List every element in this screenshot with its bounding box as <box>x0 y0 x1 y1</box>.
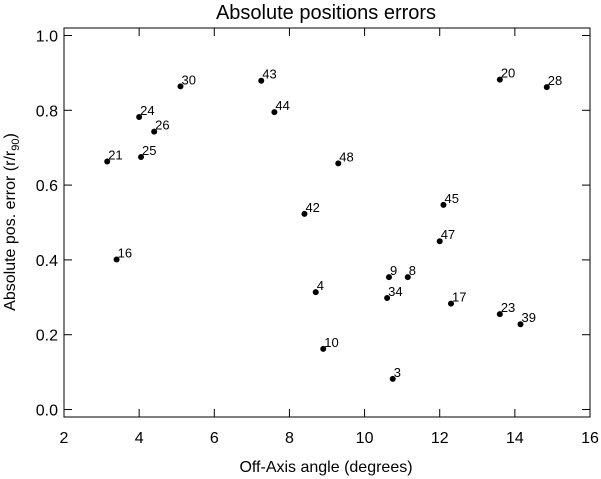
data-point-label: 48 <box>339 149 353 164</box>
data-point <box>335 160 342 167</box>
data-point <box>404 274 411 281</box>
data-point-label: 3 <box>394 365 401 380</box>
data-point <box>447 300 454 307</box>
y-tick-label: 0.4 <box>36 253 58 270</box>
x-tick-label: 10 <box>356 430 374 447</box>
data-point-label: 45 <box>444 191 458 206</box>
data-point <box>151 128 158 135</box>
data-point-label: 17 <box>452 290 466 305</box>
data-point <box>543 84 550 91</box>
data-point-label: 8 <box>409 263 416 278</box>
y-tick-label: 0.0 <box>36 403 58 420</box>
data-point <box>301 210 308 217</box>
y-tick-label: 0.6 <box>36 178 58 195</box>
data-point-label: 26 <box>155 118 169 133</box>
data-point-label: 20 <box>501 66 515 81</box>
data-point-label: 30 <box>181 72 195 87</box>
y-axis-label-subscript: 90 <box>10 139 22 151</box>
x-axis-ticks: 2 4 6 8 10 12 14 16 <box>60 28 599 447</box>
data-point-label: 21 <box>108 148 122 163</box>
data-point-label: 43 <box>262 67 276 82</box>
data-point <box>113 256 120 263</box>
data-point-label: 39 <box>521 310 535 325</box>
data-point <box>517 321 524 328</box>
data-point-label: 28 <box>548 73 562 88</box>
data-point <box>177 83 184 90</box>
data-point <box>389 375 396 382</box>
x-tick-label: 16 <box>581 430 599 447</box>
data-point-label: 9 <box>390 263 397 278</box>
data-point-label: 24 <box>140 103 154 118</box>
y-axis-ticks: 0.0 0.2 0.4 0.6 0.8 1.0 <box>36 28 590 420</box>
y-axis-label: Absolute pos. error (r/r90) <box>2 133 22 311</box>
x-tick-label: 6 <box>210 430 219 447</box>
data-point-label: 10 <box>324 335 338 350</box>
data-point <box>440 201 447 208</box>
data-point <box>136 114 143 121</box>
data-point <box>496 311 503 318</box>
x-tick-label: 4 <box>135 430 144 447</box>
data-point-label: 25 <box>142 143 156 158</box>
x-axis-label: Off-Axis angle (degrees) <box>239 459 412 476</box>
data-point <box>138 154 145 161</box>
data-point <box>312 289 319 296</box>
data-point-label: 4 <box>317 278 324 293</box>
data-point-label: 47 <box>441 227 455 242</box>
data-point-label: 42 <box>305 200 319 215</box>
y-axis-label-close: ) <box>2 133 19 138</box>
data-point <box>496 76 503 83</box>
y-tick-label: 0.8 <box>36 103 58 120</box>
y-axis-label-main: Absolute pos. error (r/r <box>2 150 19 311</box>
data-point-label: 16 <box>118 246 132 261</box>
data-point-label: 44 <box>275 98 289 113</box>
data-point <box>384 295 391 302</box>
data-point <box>436 238 443 245</box>
plot-frame <box>63 27 591 418</box>
data-point-label: 23 <box>501 300 515 315</box>
data-points: 30 43 24 44 26 21 25 48 42 16 4 10 9 8 34 3 45 47 17 20 28 23… <box>104 66 562 382</box>
data-point <box>320 345 327 352</box>
x-tick-label: 14 <box>506 430 524 447</box>
data-point <box>104 158 111 165</box>
data-point <box>385 274 392 281</box>
data-point <box>258 77 265 84</box>
x-tick-label: 2 <box>60 430 69 447</box>
x-tick-label: 12 <box>431 430 449 447</box>
x-tick-label: 8 <box>285 430 294 447</box>
chart-title: Absolute positions errors <box>216 2 436 24</box>
data-point <box>271 109 278 116</box>
y-tick-label: 1.0 <box>36 28 58 45</box>
data-point-label: 34 <box>388 284 402 299</box>
y-tick-label: 0.2 <box>36 328 58 345</box>
